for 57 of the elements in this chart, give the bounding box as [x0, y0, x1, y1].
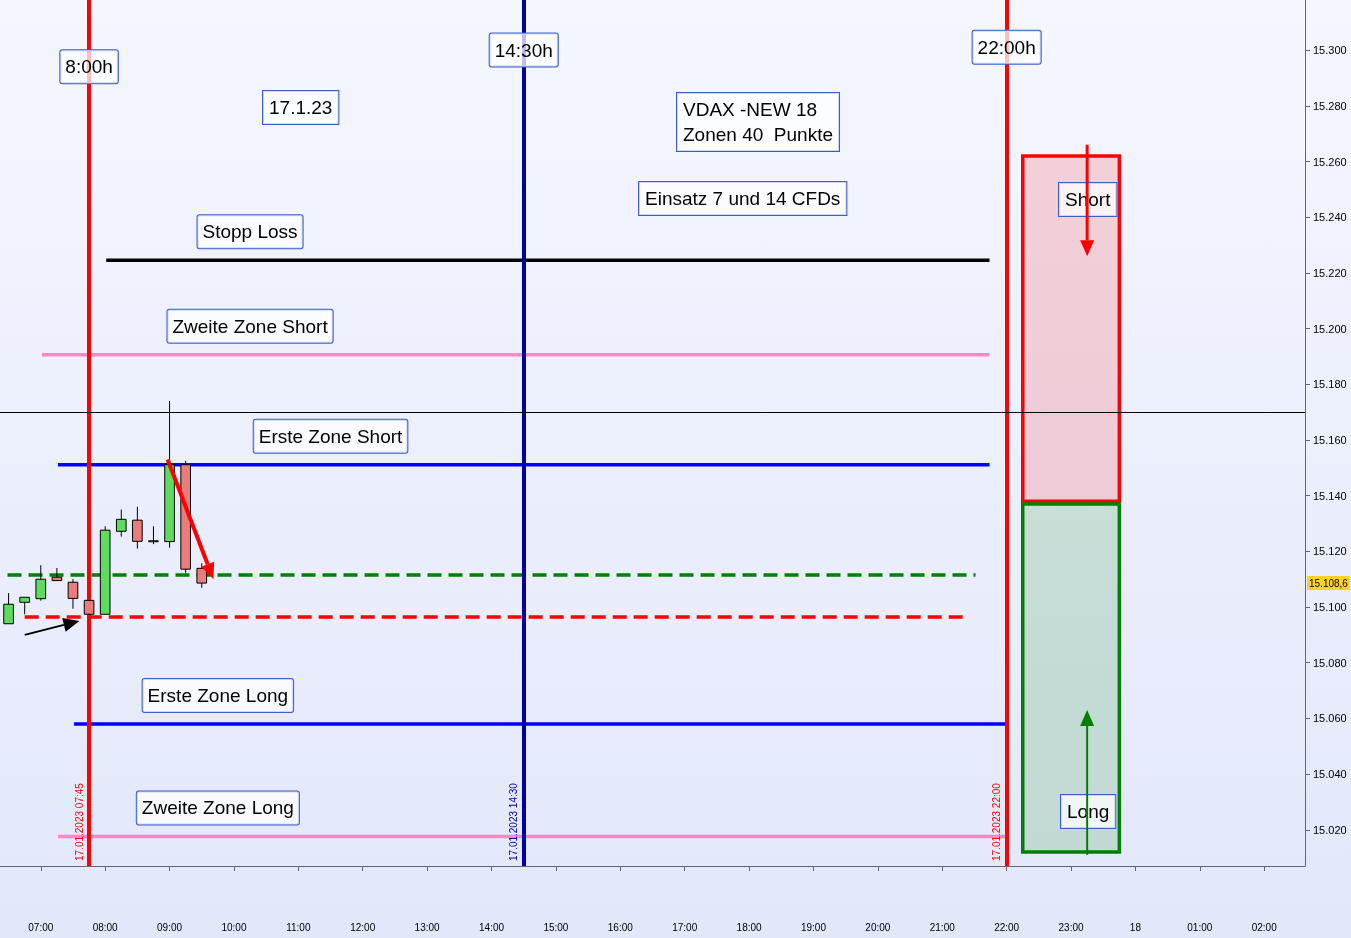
- x-tick-label: 21:00: [929, 921, 956, 933]
- x-tick-label: 07:00: [28, 921, 54, 933]
- y-tick-label: 15.060: [1313, 712, 1347, 725]
- y-tick-label: 15.140: [1313, 489, 1347, 502]
- x-tick-label: 15:00: [543, 921, 569, 933]
- y-tick-label: 15.240: [1313, 211, 1347, 224]
- annotation: Zweite Zone Long: [141, 797, 294, 819]
- x-tick-label: 10:00: [221, 921, 247, 933]
- candlestick: [3, 592, 14, 625]
- y-tick-label: 15.180: [1313, 378, 1347, 391]
- x-tick-label: 12:00: [350, 921, 376, 933]
- candlestick: [132, 506, 143, 550]
- annotation: 14:30h: [494, 39, 553, 61]
- candlestick: [115, 509, 127, 538]
- x-tick-label: 18:00: [736, 921, 763, 933]
- annotation: Zweite Zone Short: [172, 315, 329, 337]
- annotation: 22:00h: [977, 36, 1036, 58]
- ref-line-label: 17.01.2023 07:45: [73, 782, 85, 861]
- annotation: VDAX -NEW 18 Zonen 40 Punkte: [683, 99, 833, 145]
- x-tick-label: 11:00: [286, 921, 311, 933]
- annotation: 15.108,6: [1309, 577, 1349, 589]
- annotation: Stopp Loss: [202, 221, 298, 243]
- x-tick-label: 23:00: [1058, 921, 1084, 933]
- x-tick-label: 18: [1129, 921, 1142, 933]
- ref-line-label: 17.01.2023 22:00: [991, 782, 1003, 861]
- x-tick-label: 20:00: [865, 921, 891, 933]
- annotation: Einsatz 7 und 14 CFDs: [645, 188, 841, 209]
- y-tick-label: 15.020: [1313, 823, 1347, 836]
- x-tick-label: 16:00: [607, 921, 634, 933]
- candlestick: [35, 564, 47, 602]
- y-tick-label: 15.100: [1313, 601, 1347, 614]
- annotation: 17.1.23: [269, 97, 333, 118]
- x-tick-label: 09:00: [157, 921, 183, 933]
- x-tick-label: 17:00: [672, 921, 698, 933]
- y-tick-label: 15.220: [1313, 266, 1347, 279]
- candlestick: [67, 578, 79, 610]
- annotation: Erste Zone Short: [258, 425, 404, 447]
- annotation: 8:00h: [65, 56, 113, 78]
- x-tick-label: 01:00: [1187, 921, 1213, 933]
- x-tick-label: 19:00: [800, 921, 827, 933]
- annotation: Erste Zone Long: [147, 684, 289, 706]
- x-tick-label: 13:00: [414, 921, 441, 933]
- x-tick-label: 22:00: [994, 921, 1020, 933]
- candlestick: [196, 562, 208, 589]
- y-tick-label: 15.160: [1313, 433, 1347, 446]
- x-tick-label: 02:00: [1251, 921, 1278, 933]
- y-tick-label: 15.080: [1313, 656, 1347, 669]
- y-tick-label: 15.280: [1313, 99, 1347, 112]
- x-tick-label: 08:00: [92, 921, 119, 933]
- ref-line-label: 17.01.2023 14:30: [508, 782, 520, 861]
- y-tick-label: 15.200: [1313, 322, 1347, 335]
- y-tick-label: 15.260: [1313, 155, 1347, 168]
- x-tick-label: 14:00: [479, 921, 505, 933]
- y-tick-label: 15.040: [1313, 768, 1347, 781]
- y-tick-label: 15.120: [1313, 545, 1347, 558]
- candlestick: [51, 567, 63, 582]
- y-tick-label: 15.300: [1313, 44, 1347, 57]
